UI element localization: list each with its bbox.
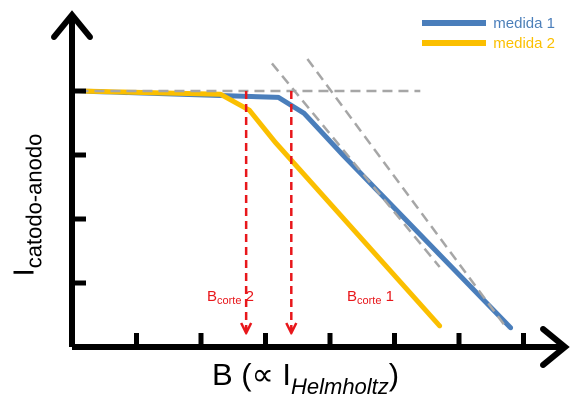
legend-swatch xyxy=(422,20,487,26)
series-line-2 xyxy=(75,88,443,329)
slope-asymptote-2 xyxy=(306,58,509,330)
slope-asymptote-1 xyxy=(270,62,441,268)
cutoff-label-1: Bcorte 1 xyxy=(347,288,394,307)
legend-label: medida 2 xyxy=(493,34,555,52)
legend-label: medida 1 xyxy=(493,14,555,32)
legend-item-medida-2: medida 2 xyxy=(422,33,555,53)
series-line-1 xyxy=(75,88,514,331)
x-axis-arrowhead xyxy=(540,326,570,368)
cutoff-label-2: Bcorte 2 xyxy=(207,288,254,307)
y-axis-arrowhead xyxy=(51,10,93,40)
legend: medida 1 medida 2 xyxy=(422,13,555,53)
legend-swatch xyxy=(422,40,487,46)
x-axis-label: B (∝ IHelmholtz) xyxy=(212,357,400,399)
y-axis-label: Icatodo-anodo xyxy=(8,133,47,277)
legend-item-medida-1: medida 1 xyxy=(422,13,555,33)
plot-area xyxy=(75,58,514,333)
axes xyxy=(51,10,570,368)
